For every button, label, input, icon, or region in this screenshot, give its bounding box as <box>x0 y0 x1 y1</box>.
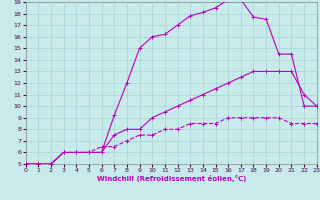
X-axis label: Windchill (Refroidissement éolien,°C): Windchill (Refroidissement éolien,°C) <box>97 175 246 182</box>
